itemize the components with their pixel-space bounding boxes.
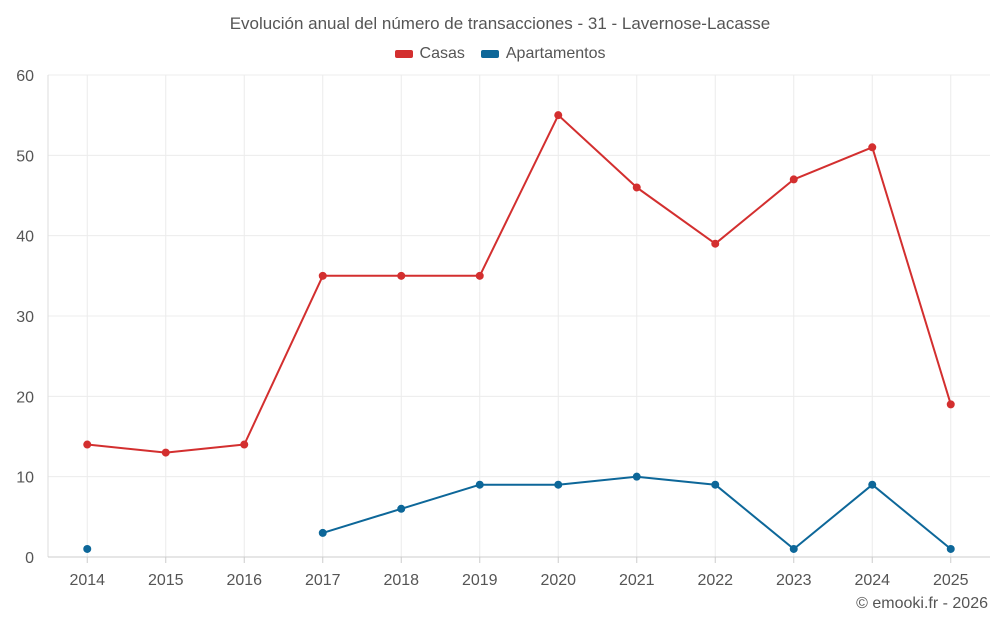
data-point-casas: [868, 143, 877, 152]
legend-item-casas[interactable]: Casas: [394, 45, 465, 63]
y-tick-label: 60: [16, 68, 34, 85]
x-tick-label: 2023: [776, 572, 812, 589]
data-point-casas: [397, 271, 406, 280]
series-line-casas: [87, 114, 952, 454]
data-point-casas: [161, 448, 170, 457]
data-point-casas: [240, 440, 249, 449]
data-point-casas: [711, 239, 720, 248]
chart-title: Evolución anual del número de transaccio…: [229, 14, 771, 33]
y-tick-label: 20: [16, 389, 34, 406]
data-point-casas: [946, 400, 955, 409]
x-tick-label: 2020: [540, 572, 576, 589]
data-point-apartamentos: [318, 528, 327, 537]
legend-label-casas: Casas: [419, 45, 465, 62]
x-tick-label: 2019: [462, 572, 498, 589]
x-tick-label: 2022: [697, 572, 733, 589]
y-tick-label: 50: [16, 148, 34, 165]
data-point-apartamentos: [554, 480, 563, 489]
legend-item-apartamentos[interactable]: Apartamentos: [480, 45, 606, 63]
legend-label-apartamentos: Apartamentos: [505, 45, 606, 62]
data-point-casas: [475, 271, 484, 280]
legend: Casas Apartamentos: [0, 45, 1000, 63]
x-tick-label: 2016: [226, 572, 262, 589]
data-point-apartamentos: [475, 480, 484, 489]
data-point-casas: [554, 111, 563, 120]
x-tick-label: 2014: [69, 572, 105, 589]
data-point-apartamentos: [789, 544, 798, 553]
x-tick-label: 2015: [148, 572, 184, 589]
x-tick-label: 2021: [619, 572, 655, 589]
data-point-apartamentos: [397, 504, 406, 513]
x-tick-label: 2017: [305, 572, 341, 589]
data-point-apartamentos: [711, 480, 720, 489]
data-point-apartamentos: [632, 472, 641, 481]
x-tick-label: 2018: [383, 572, 419, 589]
x-tick-label: 2024: [854, 572, 890, 589]
data-point-casas: [318, 271, 327, 280]
y-tick-label: 0: [25, 550, 34, 567]
data-point-apartamentos: [946, 544, 955, 553]
legend-swatch-casas: [394, 50, 413, 58]
data-point-apartamentos: [83, 544, 92, 553]
data-point-casas: [789, 175, 798, 184]
credit-text: © emooki.fr - 2026: [856, 595, 988, 612]
y-tick-label: 10: [16, 470, 34, 487]
x-tick-label: 2025: [933, 572, 969, 589]
y-tick-label: 40: [16, 229, 34, 246]
data-point-casas: [632, 183, 641, 192]
y-tick-label: 30: [16, 309, 34, 326]
data-point-casas: [83, 440, 92, 449]
data-point-apartamentos: [868, 480, 877, 489]
legend-swatch-apartamentos: [480, 50, 499, 58]
